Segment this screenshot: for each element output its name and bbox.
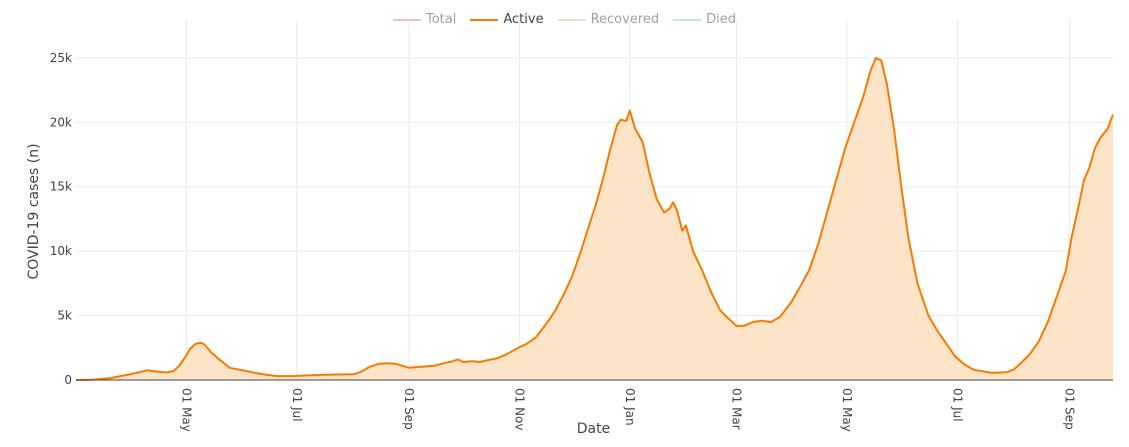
y-tick-label: 25k xyxy=(50,51,72,65)
x-tick-label: 01 May xyxy=(840,388,854,432)
x-tick-label: 01 Sep xyxy=(402,388,416,430)
legend-swatch xyxy=(470,18,499,21)
x-tick-label: 01 Sep xyxy=(1063,388,1077,430)
x-axis-title: Date xyxy=(577,421,610,437)
y-tick-label: 5k xyxy=(57,309,72,323)
legend-label: Died xyxy=(706,12,737,27)
legend-item-active[interactable]: Active xyxy=(470,12,544,27)
x-tick-label: 01 Mar xyxy=(730,388,744,430)
legend-item-died[interactable]: Died xyxy=(673,12,736,27)
legend-label: Active xyxy=(503,12,544,27)
y-tick-label: 10k xyxy=(50,244,72,258)
legend-label: Total xyxy=(425,12,457,27)
x-tick-label: 01 Nov xyxy=(512,388,526,431)
legend-swatch xyxy=(392,18,421,21)
legend-swatch xyxy=(557,18,586,21)
series-line-active xyxy=(75,56,1114,381)
legend-label: Recovered xyxy=(590,12,660,27)
legend: Total Active Recovered Died xyxy=(0,12,1129,27)
legend-swatch xyxy=(673,18,702,21)
y-tick-label: 20k xyxy=(50,115,72,129)
legend-item-total[interactable]: Total xyxy=(392,12,457,27)
x-tick-label: 01 Jul xyxy=(290,388,304,422)
x-tick-label: 01 Jul xyxy=(950,388,964,422)
legend-item-recovered[interactable]: Recovered xyxy=(557,12,660,27)
x-tick-label: 01 May xyxy=(179,388,193,432)
y-tick-label: 0 xyxy=(64,373,72,387)
series-area-active xyxy=(76,57,1113,381)
x-tick-label: 01 Jan xyxy=(623,388,637,426)
y-axis-title: COVID-19 cases (n) xyxy=(26,143,42,279)
y-tick-label: 15k xyxy=(50,180,72,194)
